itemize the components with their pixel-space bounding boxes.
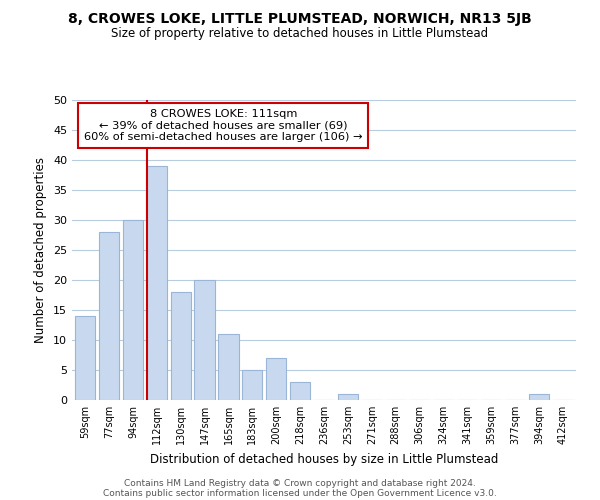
Bar xyxy=(170,292,191,400)
Bar xyxy=(123,220,143,400)
Bar xyxy=(242,370,262,400)
Bar xyxy=(194,280,215,400)
X-axis label: Distribution of detached houses by size in Little Plumstead: Distribution of detached houses by size … xyxy=(150,452,498,466)
Bar xyxy=(146,166,167,400)
Bar xyxy=(266,358,286,400)
Bar xyxy=(75,316,95,400)
Y-axis label: Number of detached properties: Number of detached properties xyxy=(34,157,47,343)
Bar xyxy=(338,394,358,400)
Text: 8, CROWES LOKE, LITTLE PLUMSTEAD, NORWICH, NR13 5JB: 8, CROWES LOKE, LITTLE PLUMSTEAD, NORWIC… xyxy=(68,12,532,26)
Bar xyxy=(290,382,310,400)
Text: Contains public sector information licensed under the Open Government Licence v3: Contains public sector information licen… xyxy=(103,488,497,498)
Bar xyxy=(99,232,119,400)
Bar xyxy=(218,334,239,400)
Text: 8 CROWES LOKE: 111sqm
← 39% of detached houses are smaller (69)
60% of semi-deta: 8 CROWES LOKE: 111sqm ← 39% of detached … xyxy=(84,109,362,142)
Bar xyxy=(529,394,549,400)
Text: Contains HM Land Registry data © Crown copyright and database right 2024.: Contains HM Land Registry data © Crown c… xyxy=(124,478,476,488)
Text: Size of property relative to detached houses in Little Plumstead: Size of property relative to detached ho… xyxy=(112,28,488,40)
